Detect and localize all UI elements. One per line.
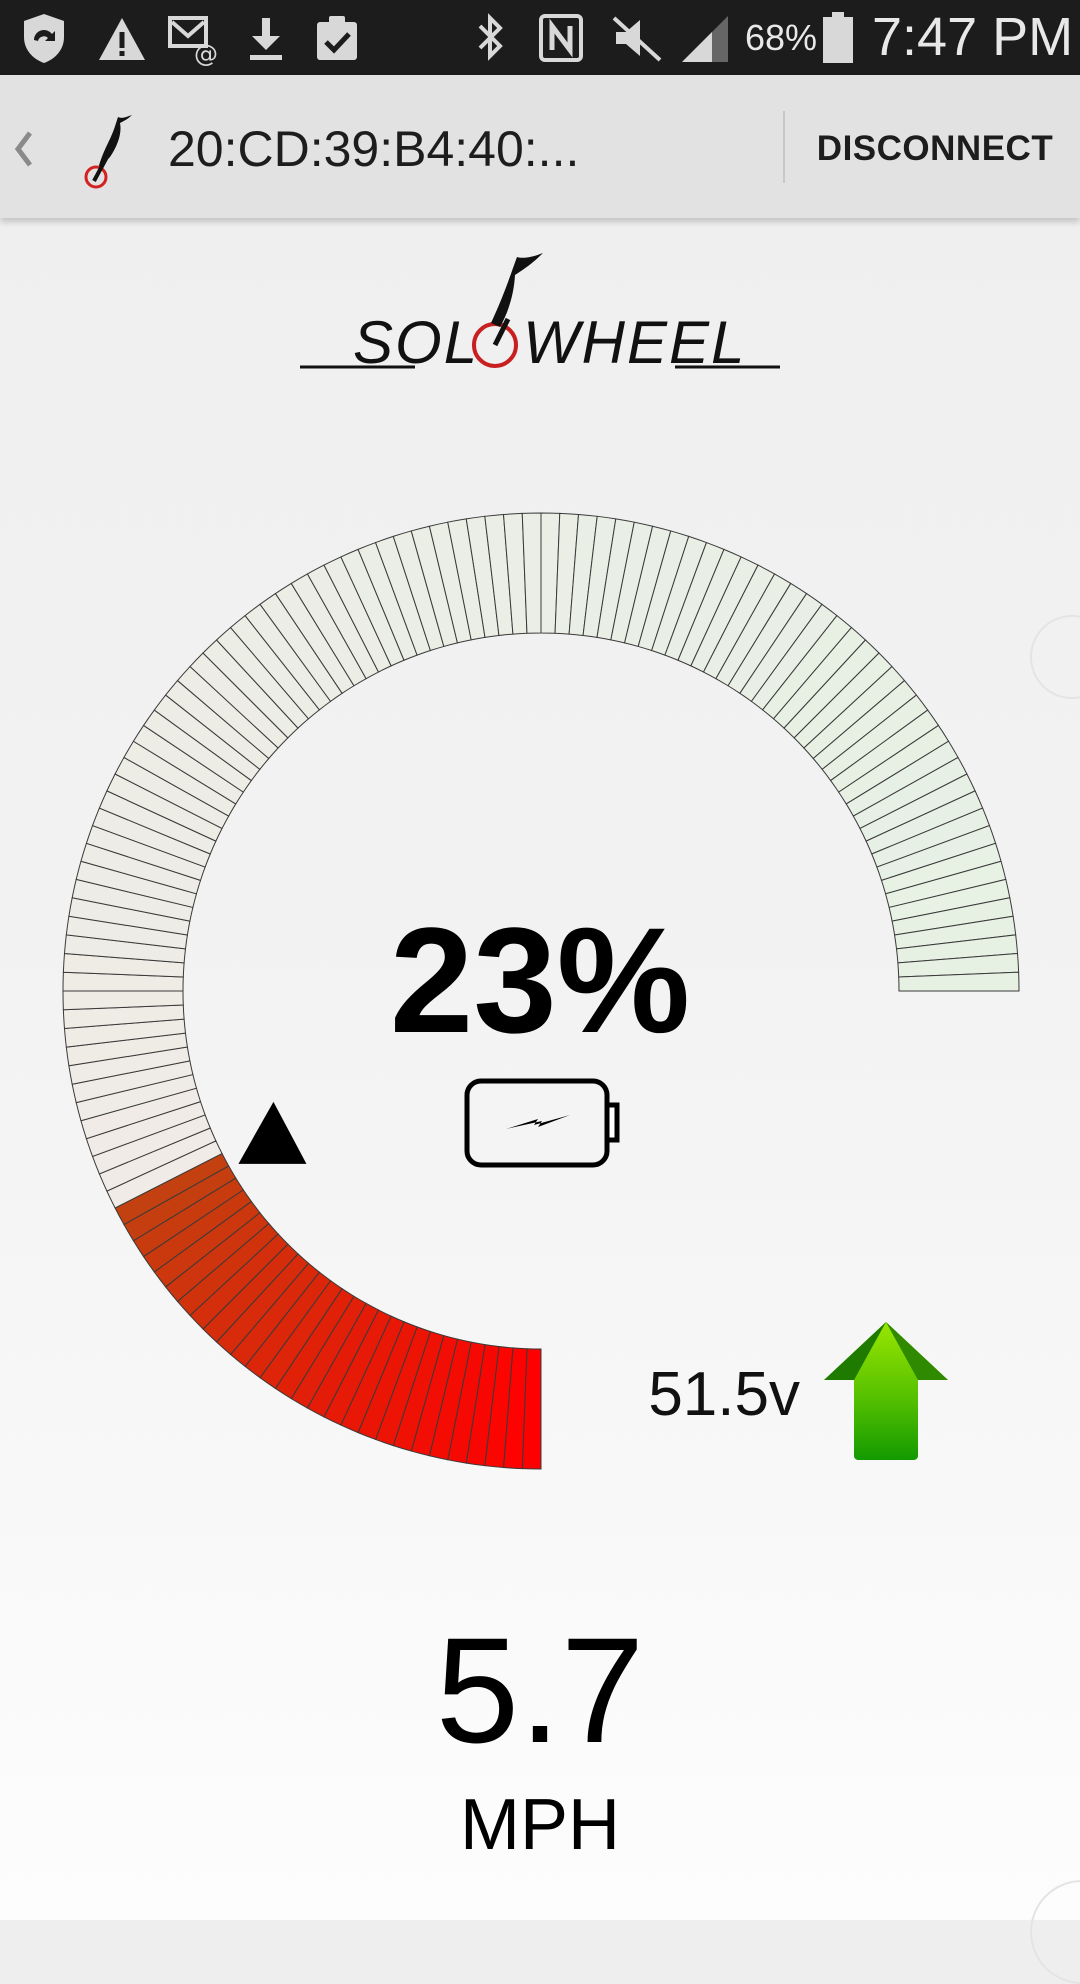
shield-sync-icon — [24, 14, 64, 63]
clock: 7:47 PM — [872, 7, 1074, 67]
voltage-trend-up-arrow-icon — [824, 1322, 948, 1460]
bluetooth-icon — [478, 13, 503, 61]
action-bar: 20:CD:39:B4:40:... DISCONNECT — [0, 75, 1080, 218]
gauge-segment-empty — [898, 971, 1020, 992]
battery-percent: 68% — [745, 17, 818, 58]
solowheel-app-icon[interactable] — [78, 105, 138, 195]
speed-readout: 5.7 — [435, 1606, 645, 1774]
warning-icon — [99, 18, 145, 60]
clipboard-check-icon — [317, 16, 357, 60]
battery-gauge — [62, 512, 1020, 1470]
svg-text:WHEEL: WHEEL — [523, 309, 746, 375]
gauge-pointer — [238, 1101, 307, 1164]
signal-icon — [682, 16, 728, 62]
svg-text:SOL: SOL — [353, 309, 479, 375]
vibrate-off-icon — [612, 16, 662, 62]
device-name: 20:CD:39:B4:40:... — [168, 121, 580, 177]
speed-unit: MPH — [460, 1785, 620, 1865]
svg-text:@: @ — [194, 40, 218, 66]
battery-charging-icon — [464, 1078, 620, 1168]
download-icon — [250, 18, 282, 60]
voltage-readout: 51.5v — [648, 1360, 800, 1429]
disconnect-button[interactable]: DISCONNECT — [816, 129, 1054, 168]
battery-percent-readout: 23% — [389, 896, 691, 1064]
email-notification-icon: @ — [168, 16, 218, 66]
edge-overlay-circle — [1030, 1880, 1080, 1984]
solowheel-logo: SOL WHEEL — [300, 253, 780, 375]
back-caret-icon[interactable] — [8, 119, 38, 179]
battery-icon — [823, 12, 853, 63]
action-bar-divider — [783, 111, 785, 183]
nfc-icon — [539, 14, 583, 62]
status-bar: @ 68% 7:47 PM — [0, 0, 1080, 75]
